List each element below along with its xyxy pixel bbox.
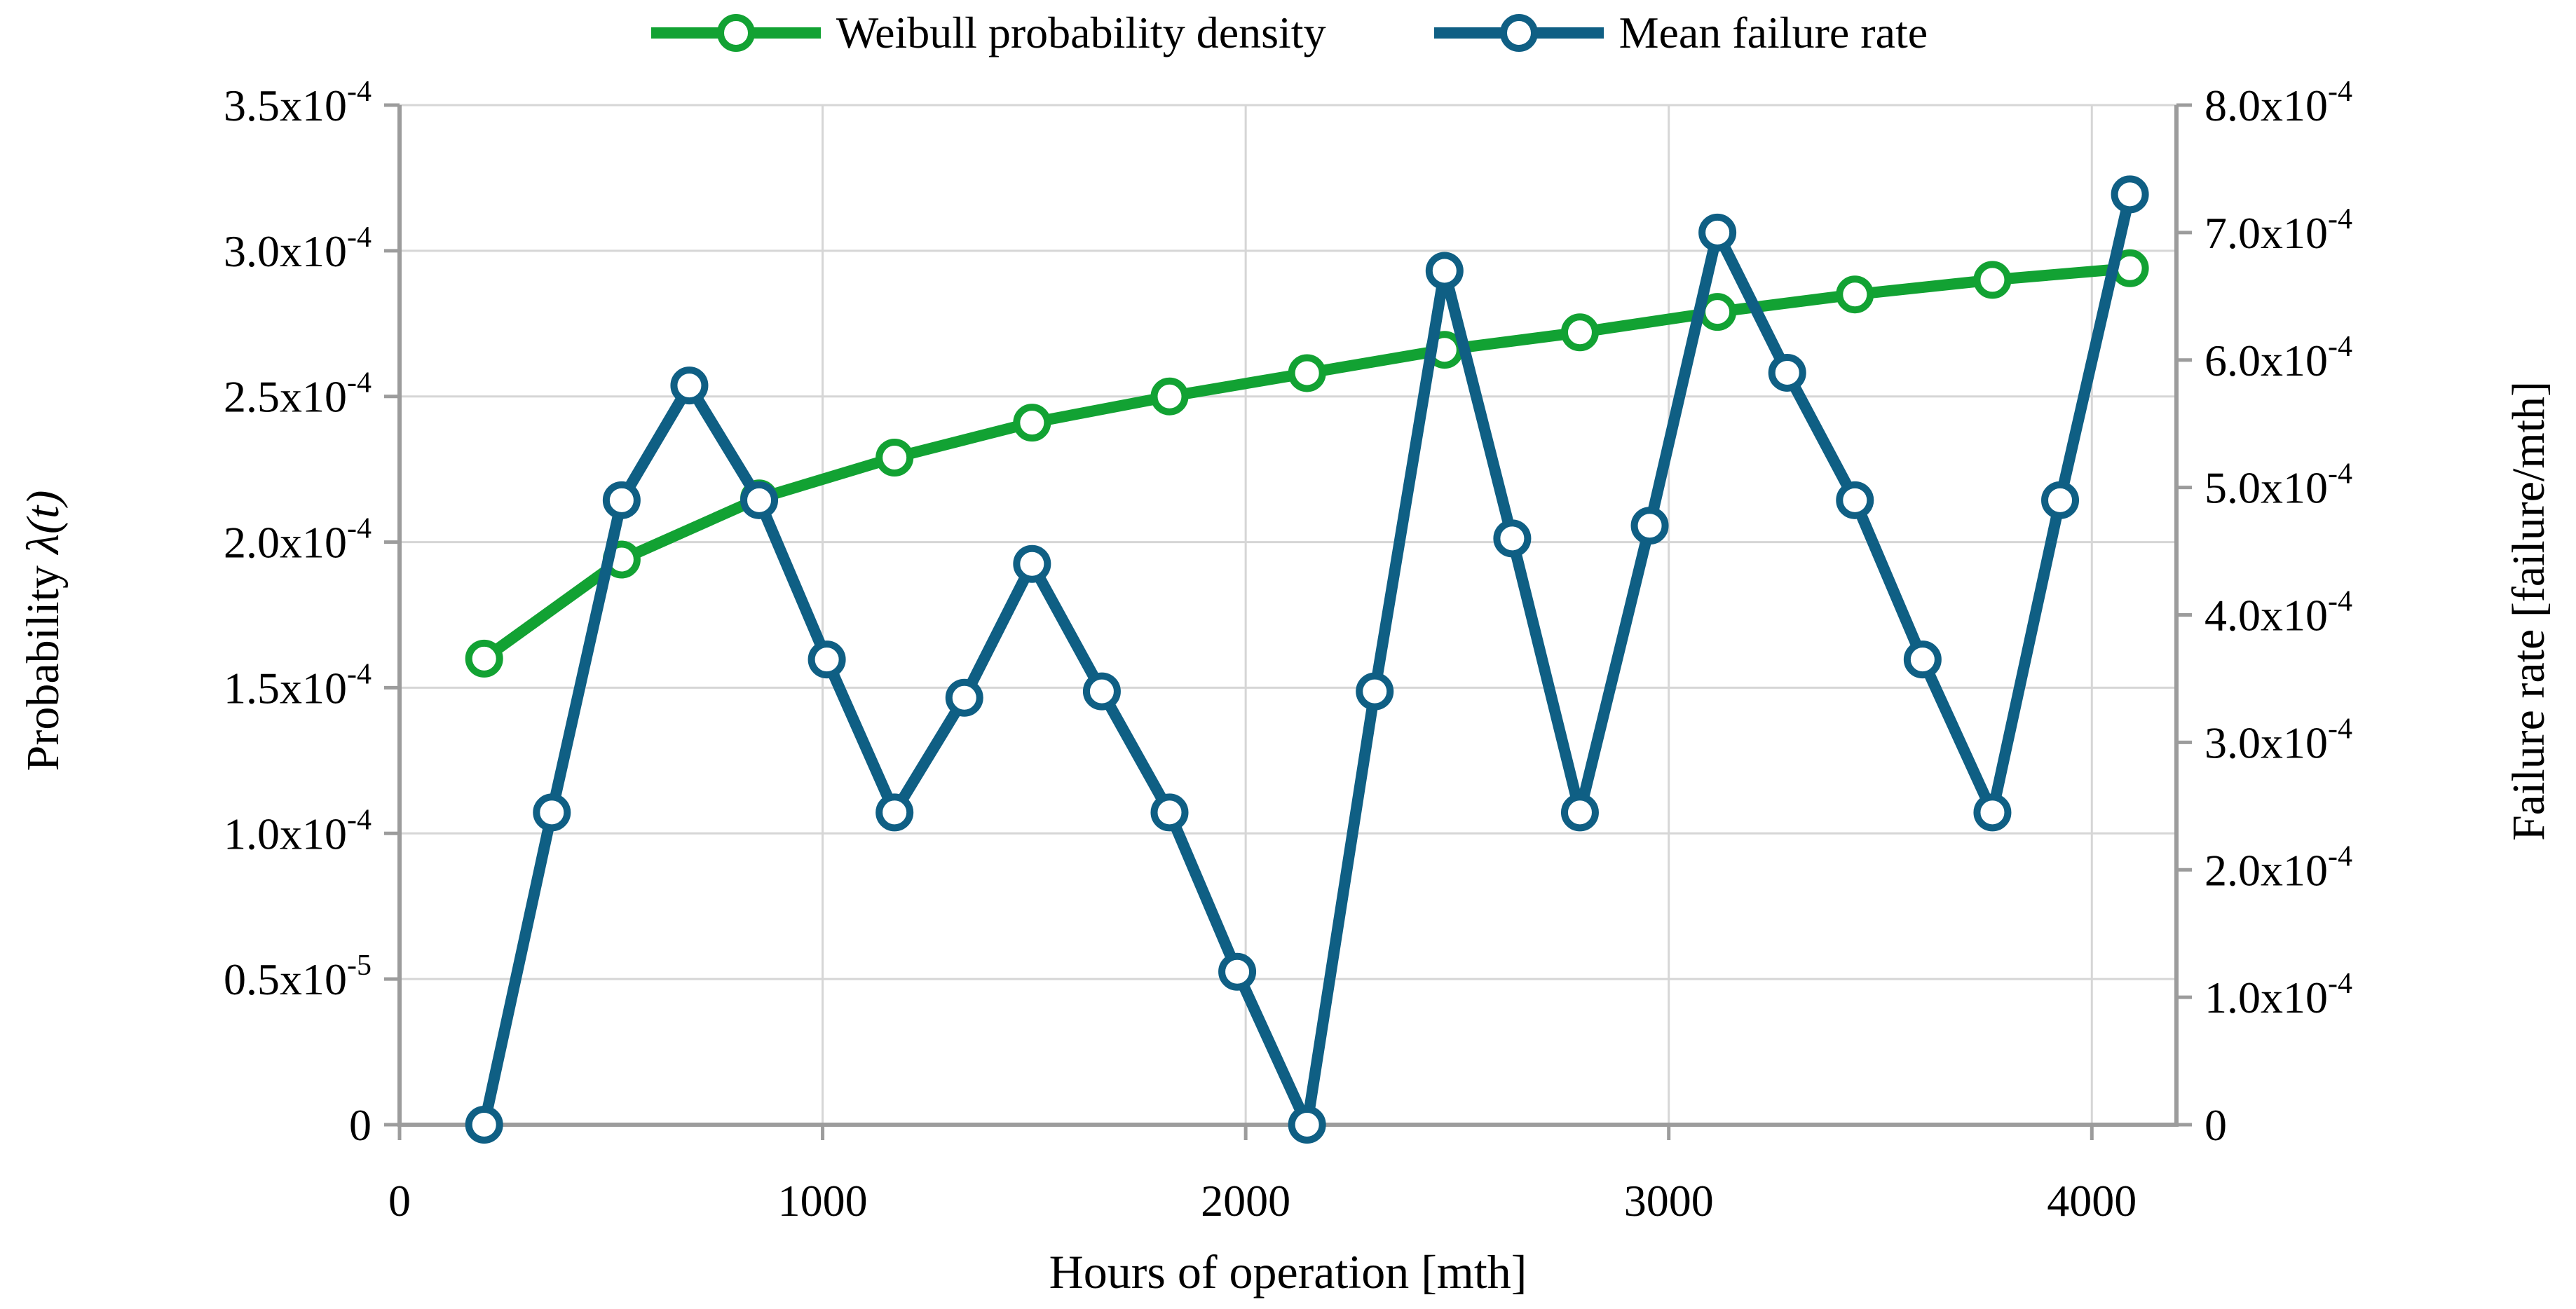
series-marker-weibull (1836, 275, 1874, 314)
right-axis-tick-label: 0 (2204, 1100, 2227, 1150)
legend-label: Weibull probability density (836, 8, 1326, 57)
chart-legend: Weibull probability density Mean failure… (0, 8, 2576, 57)
series-marker-weibull (1973, 261, 2012, 299)
series-marker-failure (1425, 252, 1464, 290)
series-marker-weibull (1013, 404, 1051, 442)
series-marker-failure (1560, 793, 1599, 832)
right-axis-title: Failure rate [failure/mth] (2503, 381, 2554, 842)
right-axis-tick-label: 5.0x10-4 (2204, 458, 2352, 513)
series-marker-failure (1288, 1106, 1326, 1144)
left-axis-tick-label: 1.5x10-4 (224, 658, 372, 713)
line-marker-icon (650, 14, 821, 52)
series-marker-weibull (1560, 313, 1599, 352)
series-marker-weibull (465, 639, 503, 678)
right-axis-tick-label: 3.0x10-4 (2204, 713, 2352, 767)
series-marker-failure (2041, 481, 2080, 519)
legend-item-mean-failure-rate: Mean failure rate (1431, 8, 1928, 57)
series-marker-failure (1082, 672, 1121, 711)
series-marker-failure (1013, 544, 1051, 583)
left-axis-tick-label: 2.5x10-4 (224, 367, 372, 422)
left-axis-title-text: Probability (18, 554, 69, 772)
series-marker-failure (945, 678, 983, 717)
x-axis-tick-label: 0 (388, 1176, 411, 1226)
x-axis-title: Hours of operation [mth] (1049, 1245, 1527, 1298)
right-axis-tick-label: 1.0x10-4 (2204, 968, 2352, 1022)
left-axis-tick-label: 1.0x10-4 (224, 804, 372, 858)
legend-item-weibull-probability-density: Weibull probability density (648, 8, 1326, 57)
series-marker-failure (1836, 481, 1874, 519)
series-marker-failure (533, 793, 571, 832)
left-axis-title: Probability λ(t) (17, 491, 70, 772)
left-axis-tick-label: 0.5x10-5 (224, 950, 372, 1004)
series-marker-failure (740, 481, 779, 519)
series-marker-weibull (1150, 377, 1189, 416)
series-marker-failure (1356, 672, 1394, 711)
left-axis-tick-label: 3.5x10-4 (224, 76, 372, 130)
right-axis-tick-label: 7.0x10-4 (2204, 203, 2352, 258)
right-axis-tick-label: 2.0x10-4 (2204, 840, 2352, 895)
series-marker-failure (1630, 507, 1669, 545)
left-axis-tick-label: 3.0x10-4 (224, 221, 372, 276)
series-marker-failure (670, 366, 709, 405)
series-marker-failure (807, 640, 846, 679)
series-marker-failure (1698, 213, 1737, 252)
series-marker-weibull (875, 439, 914, 477)
left-axis-tick-label: 0 (349, 1100, 372, 1150)
series-marker-failure (1218, 952, 1257, 991)
series-marker-failure (1903, 640, 1942, 679)
left-axis-tick-label: 2.0x10-4 (224, 513, 372, 568)
series-marker-failure (2111, 175, 2149, 214)
series-marker-weibull (1288, 354, 1326, 392)
series-marker-failure (465, 1106, 503, 1144)
x-axis-tick-label: 4000 (2047, 1176, 2137, 1226)
legend-label: Mean failure rate (1618, 8, 1928, 57)
series-marker-failure (1768, 353, 1806, 392)
series-marker-failure (1493, 519, 1532, 558)
series-marker-failure (1150, 793, 1189, 832)
right-axis-tick-label: 4.0x10-4 (2204, 586, 2352, 640)
line-marker-icon (1433, 14, 1604, 52)
series-line-failure (478, 189, 2136, 1130)
series-marker-failure (1973, 793, 2012, 832)
x-axis-tick-label: 1000 (778, 1176, 868, 1226)
series-marker-failure (602, 481, 641, 519)
right-axis-tick-label: 8.0x10-4 (2204, 76, 2352, 130)
x-axis-tick-label: 3000 (1624, 1176, 1714, 1226)
left-axis-title-math: λ(t) (18, 490, 69, 554)
x-axis-tick-label: 2000 (1201, 1176, 1290, 1226)
series-marker-failure (875, 793, 914, 832)
right-axis-tick-label: 6.0x10-4 (2204, 331, 2352, 385)
